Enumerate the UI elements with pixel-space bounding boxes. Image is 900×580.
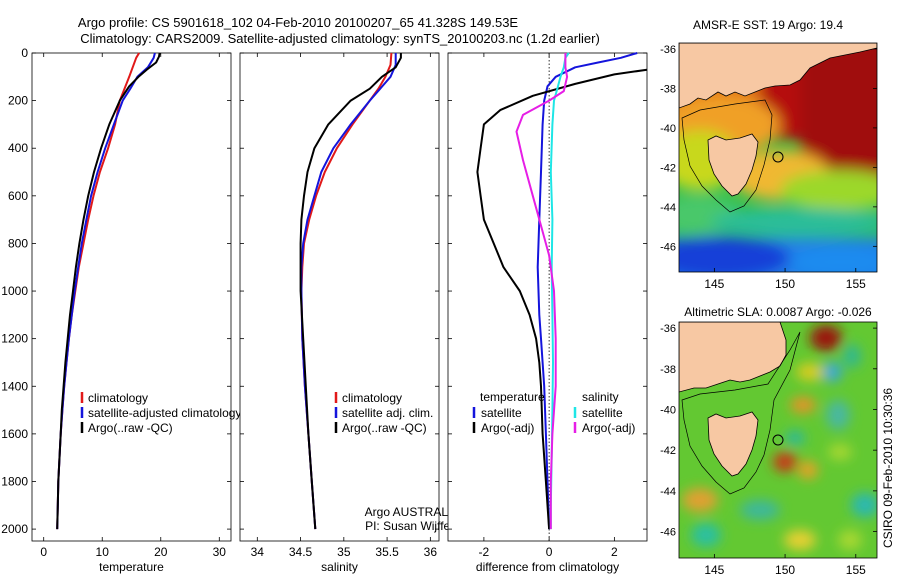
map-y-tick-label: -44 (660, 486, 676, 498)
sst-map: AMSR-E SST: 19 Argo: 19.4 (660, 18, 878, 291)
legend-label: climatology (88, 391, 148, 405)
x-tick-label: 35.5 (375, 545, 399, 559)
sst-mainland (679, 43, 877, 109)
y-tick-label: 1600 (1, 427, 28, 441)
legend-label: Argo(..raw -QC) (342, 421, 427, 435)
legend-label: climatology (342, 391, 402, 405)
sla-axes: 145 150 155 -36 -38 -40 -42 -44 -46 (660, 323, 877, 577)
map-y-tick-label: -38 (660, 364, 676, 376)
x-tick-label: 30 (213, 545, 227, 559)
sla-argo-marker (772, 434, 784, 446)
map-y-tick-label: -46 (660, 241, 676, 253)
map-y-tick-label: -40 (660, 123, 676, 135)
x-tick-label: 2 (611, 545, 618, 559)
y-tick-label: 2000 (1, 522, 28, 536)
salinity-xlabel: salinity (321, 560, 358, 574)
temperature-panel: 0 10 20 30 temperature 0 200 400 600 800 1000 1200 1… (1, 46, 241, 574)
temperature-xlabel: temperature (99, 560, 164, 574)
legend-label: satellite adj. clim. (342, 406, 433, 420)
sla-field (682, 325, 877, 550)
difference-xlabel: difference from climatology (476, 560, 619, 574)
sla-mainland (679, 322, 787, 393)
legend-label: satellite (582, 406, 623, 420)
sla-map: Altimetric SLA: 0.0087 Argo: -0.026 (660, 305, 878, 577)
map-y-tick-label: -42 (660, 162, 676, 174)
sla-map-title: Altimetric SLA: 0.0087 Argo: -0.026 (684, 305, 872, 319)
y-tick-label: 400 (8, 141, 28, 155)
sst-map-title: AMSR-E SST: 19 Argo: 19.4 (693, 18, 843, 32)
y-tick-label: 600 (8, 189, 28, 203)
figure-title-line1: Argo profile: CS 5901618_102 04-Feb-2010… (78, 15, 519, 30)
y-tick-label: 1000 (1, 284, 28, 298)
map-y-tick-label: -38 (660, 83, 676, 95)
map-x-tick-label: 155 (846, 277, 866, 291)
figure-title-line2: Climatology: CARS2009. Satellite-adjuste… (80, 31, 600, 46)
legend-label: satellite-adjusted climatology (88, 406, 241, 420)
map-y-tick-label: -36 (660, 44, 676, 56)
legend-label: satellite (481, 406, 522, 420)
y-tick-label: 1400 (1, 379, 28, 393)
y-tick-label: 800 (8, 236, 28, 250)
map-x-tick-label: 145 (704, 563, 724, 577)
legend-title-salinity: salinity (582, 390, 619, 404)
x-tick-label: -2 (479, 545, 490, 559)
legend-label: Argo(..raw -QC) (88, 421, 173, 435)
sla-tasmania (707, 411, 759, 477)
x-tick-label: 0 (40, 545, 47, 559)
x-tick-label: 20 (154, 545, 168, 559)
salinity-plot-area (239, 52, 440, 542)
sst-argo-marker (772, 151, 784, 163)
map-y-tick-label: -44 (660, 202, 676, 214)
map-y-tick-label: -46 (660, 527, 676, 539)
credit-label: CSIRO 09-Feb-2010 10:30:36 (881, 388, 895, 548)
x-tick-label: 0 (546, 545, 553, 559)
y-tick-label: 200 (8, 94, 28, 108)
x-tick-label: 34 (251, 545, 265, 559)
series-line-salinity-2 (299, 53, 402, 530)
x-tick-label: 10 (96, 545, 110, 559)
series-line-difference-3 (515, 53, 569, 530)
legend-label: Argo(-adj) (582, 421, 635, 435)
sst-tasmania (707, 133, 759, 197)
map-y-tick-label: -42 (660, 445, 676, 457)
map-y-tick-label: -40 (660, 404, 676, 416)
legend-label: Argo(-adj) (481, 421, 534, 435)
annotation-line: PI: Susan Wijffels (365, 519, 459, 533)
sst-shelf-contour (681, 99, 773, 213)
salinity-panel: 34 34.5 35 35.5 36 salinity climatologysatelli… (239, 52, 460, 574)
map-y-tick-label: -36 (660, 323, 676, 335)
map-x-tick-label: 155 (846, 563, 866, 577)
map-x-tick-label: 150 (775, 277, 795, 291)
x-tick-label: 35 (337, 545, 351, 559)
x-tick-label: 36 (424, 545, 438, 559)
y-tick-label: 0 (21, 46, 28, 60)
legend-title-temperature: temperature (480, 390, 545, 404)
annotation-line: Argo AUSTRALIA (365, 505, 460, 519)
y-tick-label: 1200 (1, 332, 28, 346)
sst-axes: 145 150 155 -36 -38 -40 -42 -44 -46 (660, 44, 877, 291)
series-line-difference-0 (536, 52, 638, 530)
series-line-temperature-2 (56, 52, 161, 530)
series-line-difference-1 (476, 68, 648, 530)
sla-shelf-contour (681, 331, 801, 495)
x-tick-label: 34.5 (289, 545, 313, 559)
temperature-plot-area (31, 52, 232, 542)
map-x-tick-label: 145 (704, 277, 724, 291)
map-x-tick-label: 150 (775, 563, 795, 577)
y-tick-label: 1800 (1, 474, 28, 488)
